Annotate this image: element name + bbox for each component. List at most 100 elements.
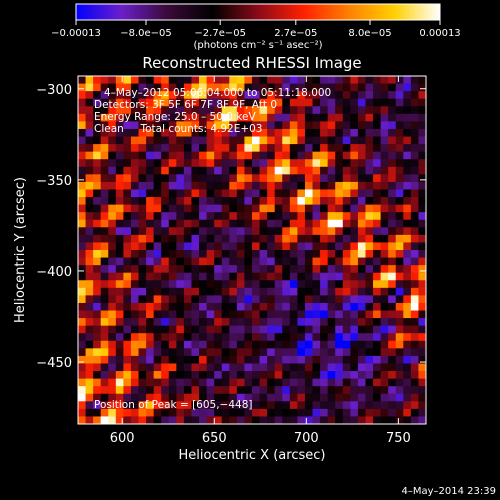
heatmap-cell (206, 257, 215, 266)
heatmap-cell (183, 174, 193, 183)
heatmap-cell (403, 272, 412, 281)
heatmap-cell (161, 151, 170, 160)
heatmap-cell (93, 250, 102, 259)
heatmap-cell (418, 189, 426, 198)
heatmap-cell (335, 136, 344, 145)
heatmap-cell (365, 76, 374, 85)
heatmap-cell (388, 272, 397, 281)
heatmap-cell (403, 386, 412, 395)
heatmap-cell (183, 106, 193, 115)
heatmap-cell (108, 234, 117, 244)
heatmap-cell (176, 121, 185, 130)
heatmap-cell (183, 212, 193, 221)
heatmap-cell (395, 144, 404, 153)
heatmap-cell (410, 212, 420, 221)
heatmap-cell (78, 333, 87, 342)
heatmap-cell (267, 166, 276, 175)
heatmap-cell (100, 197, 109, 206)
heatmap-cell (403, 310, 412, 319)
heatmap-cell (130, 174, 140, 183)
heatmap-cell (252, 174, 261, 183)
heatmap-cell (221, 121, 230, 130)
heatmap-cell (259, 272, 268, 281)
heatmap-cell (123, 136, 132, 145)
heatmap-cell (78, 363, 87, 372)
heatmap-cell (168, 318, 177, 327)
heatmap-cell (410, 136, 420, 145)
heatmap-cell (93, 159, 102, 168)
heatmap-cell (229, 98, 238, 107)
heatmap-cell (304, 106, 314, 115)
peak-position-label: Position of Peak = [605,−448] (94, 399, 253, 411)
heatmap-cell (199, 295, 208, 304)
heatmap-cell (342, 401, 351, 410)
heatmap-cell (289, 106, 298, 115)
heatmap-cell (229, 212, 238, 221)
heatmap-cell (410, 310, 420, 319)
x-axis-label: Heliocentric X (arcsec) (179, 448, 326, 463)
heatmap-cell (199, 159, 208, 168)
heatmap-cell (274, 219, 283, 228)
heatmap-cell (327, 325, 336, 334)
heatmap-cell (274, 189, 283, 198)
heatmap-cell (153, 76, 162, 85)
heatmap-cell (168, 250, 177, 259)
heatmap-cell (100, 250, 109, 259)
heatmap-cell (320, 302, 329, 312)
heatmap-cell (327, 144, 336, 153)
heatmap-cell (85, 295, 94, 304)
heatmap-cell (350, 363, 359, 372)
heatmap-cell (206, 363, 215, 372)
heatmap-cell (161, 227, 170, 236)
heatmap-cell (138, 340, 147, 349)
heatmap-cell (274, 302, 283, 312)
heatmap-cell (153, 113, 162, 122)
heatmap-cell (365, 98, 374, 107)
heatmap-cell (93, 371, 102, 380)
heatmap-cell (93, 219, 102, 228)
heatmap-cell (395, 393, 404, 402)
heatmap-cell (85, 219, 94, 228)
heatmap-cell (395, 318, 404, 327)
heatmap-cell (161, 310, 170, 319)
heatmap-cell (161, 363, 170, 372)
heatmap-cell (373, 318, 382, 327)
heatmap-cell (342, 204, 351, 213)
heatmap-cell (183, 348, 193, 357)
heatmap-cell (342, 128, 351, 138)
y-tick-label: −300 (36, 83, 72, 98)
annotation-time-range: 4–May–2012 05:06:04.000 to 05:11:18.000 (104, 87, 331, 99)
heatmap-cell (418, 318, 426, 327)
heatmap-cell (304, 113, 314, 122)
heatmap-cell (403, 91, 412, 100)
heatmap-cell (236, 408, 246, 418)
heatmap-cell (373, 416, 382, 424)
heatmap-cell (168, 204, 177, 213)
heatmap-cell (123, 189, 132, 198)
heatmap-cell (410, 355, 420, 365)
heatmap-cell (130, 234, 140, 244)
heatmap-cell (365, 348, 374, 357)
heatmap-cell (138, 295, 147, 304)
heatmap-cell (221, 348, 230, 357)
heatmap-cell (297, 265, 306, 274)
heatmap-cell (146, 393, 155, 402)
heatmap-cell (115, 348, 124, 357)
heatmap-cell (335, 401, 344, 410)
heatmap-cell (236, 227, 246, 236)
heatmap-cell (312, 151, 321, 160)
heatmap-cell (335, 181, 344, 191)
heatmap-cell (93, 189, 102, 198)
heatmap-cell (183, 280, 193, 289)
heatmap-cell (100, 166, 109, 175)
heatmap-cell (93, 136, 102, 145)
heatmap-cell (168, 340, 177, 349)
heatmap-cell (78, 159, 87, 168)
heatmap-cell (388, 302, 397, 312)
heatmap-cell (191, 181, 200, 191)
heatmap-cell (320, 234, 329, 244)
heatmap-cell (115, 76, 124, 85)
heatmap-cell (93, 325, 102, 334)
heatmap-cell (138, 189, 147, 198)
heatmap-cell (168, 234, 177, 244)
